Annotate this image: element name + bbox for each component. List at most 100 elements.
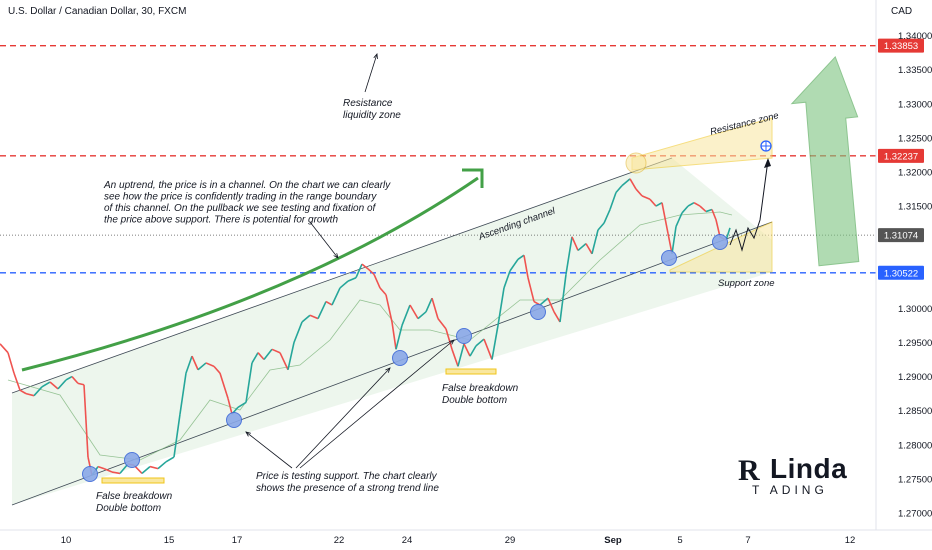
- price-segment: [681, 205, 689, 214]
- price-segment: [157, 461, 167, 470]
- logo-subtitle: T ADING: [752, 483, 828, 497]
- double-bottom-label: Double bottom: [442, 395, 507, 406]
- touch-point-circle: [456, 328, 472, 344]
- arrow-uptrend: [309, 221, 339, 259]
- price-segment: [671, 226, 677, 254]
- arrow-support-1-head: [245, 431, 251, 437]
- price-segment: [83, 384, 89, 458]
- price-segment: [547, 297, 555, 313]
- price-axis-tick: 1.30000: [898, 304, 932, 315]
- price-segment: [629, 178, 637, 190]
- price-axis-tick: 1.27500: [898, 474, 932, 485]
- arrow-liquidity-head: [373, 53, 378, 60]
- arrow-support-1: [245, 431, 293, 469]
- logo-initial: R: [738, 454, 760, 487]
- trend-curve-arrowhead: [462, 168, 484, 188]
- time-axis-tick: 15: [164, 535, 175, 546]
- price-segment: [675, 212, 683, 227]
- price-segment: [451, 349, 459, 367]
- price-segment: [237, 401, 247, 408]
- arrow-liquidity: [364, 53, 378, 93]
- growth-arrow: [790, 55, 860, 267]
- price-segment: [251, 352, 259, 364]
- price-segment: [457, 343, 465, 367]
- level-price-label: 1.33853: [884, 41, 918, 52]
- price-segment: [361, 263, 369, 270]
- price-segment: [699, 205, 707, 213]
- price-segment: [661, 202, 669, 234]
- chart-header: U.S. Dollar / Canadian Dollar, 30, FXCM: [8, 6, 186, 17]
- projection-path: [729, 159, 769, 252]
- touch-point-circle: [392, 350, 408, 366]
- price-segment: [497, 287, 505, 326]
- arrow-support-2-head: [385, 367, 391, 373]
- price-segment: [219, 372, 229, 399]
- price-segment: [191, 355, 199, 371]
- time-axis-tick: 10: [61, 535, 72, 546]
- price-segment: [527, 277, 535, 302]
- price-segment: [641, 195, 651, 201]
- arrow-uptrend-head: [333, 253, 339, 259]
- price-segment: [585, 243, 593, 255]
- arrow-support-3: [299, 339, 455, 469]
- price-segment: [7, 352, 15, 374]
- price-segment: [165, 456, 175, 463]
- price-segment: [509, 258, 519, 272]
- price-segment: [19, 389, 27, 395]
- price-segment: [149, 465, 159, 470]
- price-segment: [539, 297, 549, 306]
- price-axis-tick: 1.29500: [898, 338, 932, 349]
- currency-label: CAD: [891, 6, 913, 17]
- price-segment: [97, 465, 105, 470]
- price-segment: [263, 348, 273, 361]
- time-axis-tick: 22: [334, 535, 345, 546]
- level-price-tag: [878, 228, 924, 243]
- time-axis-tick: 7: [745, 535, 750, 546]
- price-segment: [71, 376, 79, 384]
- time-axis-tick: 17: [232, 535, 243, 546]
- price-axis-tick: 1.28500: [898, 406, 932, 417]
- price-segment: [417, 311, 427, 320]
- price-axis-tick: 1.32000: [898, 168, 932, 179]
- trend-curve-arrow: [21, 176, 479, 372]
- price-segment: [401, 304, 411, 326]
- price-segment: [179, 373, 187, 415]
- time-axis-tick: 24: [402, 535, 413, 546]
- touch-point-circle: [661, 250, 677, 266]
- uptrend-text: the price above support. There is potent…: [104, 215, 338, 226]
- price-segment: [205, 362, 215, 368]
- price-testing-text: Price is testing support. The chart clea…: [256, 471, 438, 482]
- moving-average-line: [7, 211, 733, 461]
- price-segment: [565, 236, 573, 275]
- touch-point-circle: [226, 412, 242, 428]
- touch-point-circle: [712, 234, 728, 250]
- price-segment: [693, 202, 701, 207]
- price-segment: [483, 338, 493, 360]
- arrow-support-2: [295, 367, 391, 469]
- price-segment: [649, 198, 657, 207]
- price-segment: [391, 321, 397, 350]
- false-breakdown-label: False breakdown: [442, 383, 519, 394]
- chart-title: U.S. Dollar / Canadian Dollar, 30, FXCM: [8, 6, 187, 17]
- price-segment: [711, 209, 717, 221]
- price-segment: [57, 379, 67, 390]
- price-segment: [559, 274, 567, 323]
- price-segment: [503, 270, 511, 289]
- price-segment: [367, 268, 375, 275]
- level-price-label: 1.31074: [884, 231, 918, 242]
- price-segment: [141, 465, 151, 475]
- price-segment: [687, 202, 695, 207]
- price-segment: [621, 178, 631, 187]
- price-axis-tick: 1.29000: [898, 372, 932, 383]
- price-segment: [385, 294, 393, 323]
- price-segment: [347, 276, 357, 282]
- price-segment: [111, 471, 121, 475]
- uptrend-text: An uptrend, the price is in a channel. O…: [103, 180, 391, 191]
- support-zone-label: Support zone: [718, 278, 775, 289]
- price-axis-tick: 1.33500: [898, 65, 932, 76]
- price-segment: [325, 300, 333, 306]
- price-segment: [245, 362, 253, 403]
- price-axis-tick: 1.28000: [898, 440, 932, 451]
- price-segment: [257, 352, 265, 361]
